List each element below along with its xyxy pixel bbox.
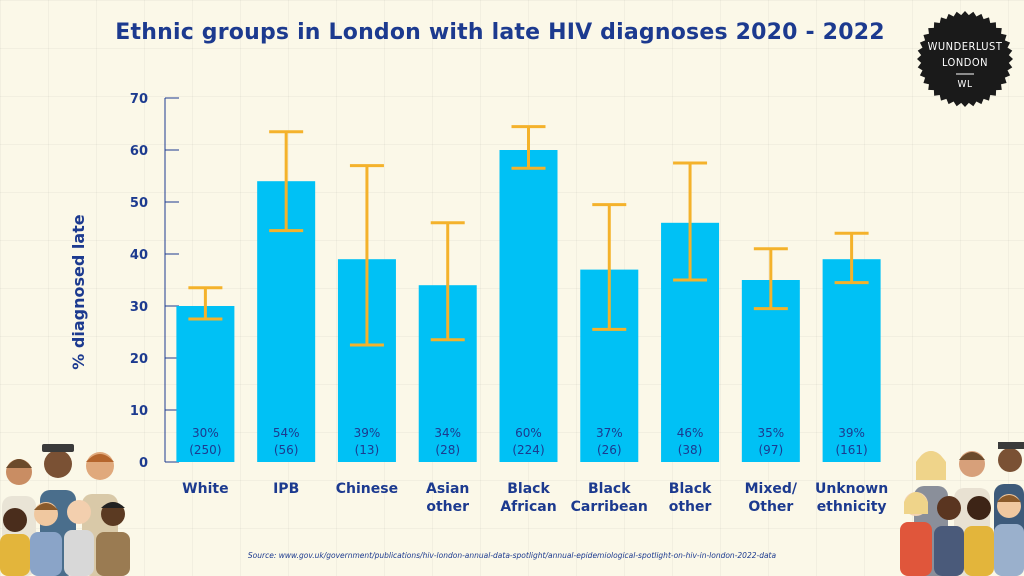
- x-category-label: Black: [507, 481, 550, 497]
- data-label-count: (161): [835, 443, 867, 457]
- x-category-label: ethnicity: [817, 499, 887, 515]
- y-tick-label: 20: [130, 352, 148, 367]
- data-label-percent: 60%: [515, 426, 542, 440]
- bar: [176, 306, 235, 462]
- data-label-percent: 54%: [273, 426, 300, 440]
- data-label-count: (250): [189, 443, 221, 457]
- y-tick-label: 30: [130, 300, 148, 315]
- logo-badge-shape: [917, 11, 1013, 107]
- y-tick-label: 40: [130, 248, 148, 263]
- y-tick-label: 70: [130, 92, 148, 107]
- logo-line1: WUNDERLUST: [928, 40, 1003, 53]
- person-figure: [934, 496, 964, 576]
- y-tick-label: 10: [130, 404, 148, 419]
- data-label-percent: 35%: [757, 426, 784, 440]
- data-label-percent: 37%: [596, 426, 623, 440]
- person-figure: [0, 508, 30, 576]
- data-label-count: (26): [597, 443, 622, 457]
- x-category-label: Unknown: [815, 481, 888, 497]
- y-axis-title: % diagnosed late: [69, 214, 88, 370]
- data-label-percent: 46%: [677, 426, 704, 440]
- x-category-label: IPB: [273, 481, 299, 497]
- x-category-label: Carribean: [571, 499, 648, 515]
- x-category-label: Black: [588, 481, 631, 497]
- person-figure: [96, 502, 130, 576]
- logo-line2: LONDON: [942, 56, 988, 69]
- x-category-label: Chinese: [336, 481, 398, 497]
- person-figure: [964, 496, 994, 576]
- x-category-label: African: [500, 499, 556, 515]
- y-tick-label: 60: [130, 144, 148, 159]
- x-category-label: other: [426, 499, 469, 515]
- bar: [741, 280, 800, 462]
- data-label-percent: 39%: [838, 426, 865, 440]
- x-category-label: Asian: [426, 481, 469, 497]
- data-label-count: (28): [435, 443, 460, 457]
- x-category-label: Black: [669, 481, 712, 497]
- x-category-label: Other: [748, 499, 793, 515]
- x-category-label: Mixed/: [745, 481, 798, 497]
- logo-mark: WL: [958, 79, 973, 90]
- bar: [822, 259, 881, 462]
- data-label-count: (13): [355, 443, 380, 457]
- data-label-percent: 34%: [434, 426, 461, 440]
- person-figure: [30, 502, 62, 576]
- people-illustration-left: [0, 444, 130, 576]
- chart-title: Ethnic groups in London with late HIV di…: [115, 20, 885, 45]
- people-illustration-right: [900, 442, 1024, 576]
- x-category-label: other: [669, 499, 712, 515]
- person-figure: [64, 500, 94, 576]
- person-figure: [994, 494, 1024, 576]
- data-label-count: (56): [274, 443, 299, 457]
- wunderlust-london-logo: WUNDERLUST LONDON WL: [917, 11, 1013, 107]
- data-label-count: (224): [512, 443, 544, 457]
- data-label-percent: 30%: [192, 426, 219, 440]
- person-figure: [900, 492, 932, 576]
- y-tick-label: 0: [139, 456, 148, 471]
- source-caption: Source: www.gov.uk/government/publicatio…: [247, 551, 777, 560]
- bar: [499, 150, 558, 462]
- x-category-label: White: [182, 481, 228, 497]
- data-label-count: (97): [759, 443, 784, 457]
- data-label-percent: 39%: [354, 426, 381, 440]
- y-tick-label: 50: [130, 196, 148, 211]
- data-label-count: (38): [678, 443, 703, 457]
